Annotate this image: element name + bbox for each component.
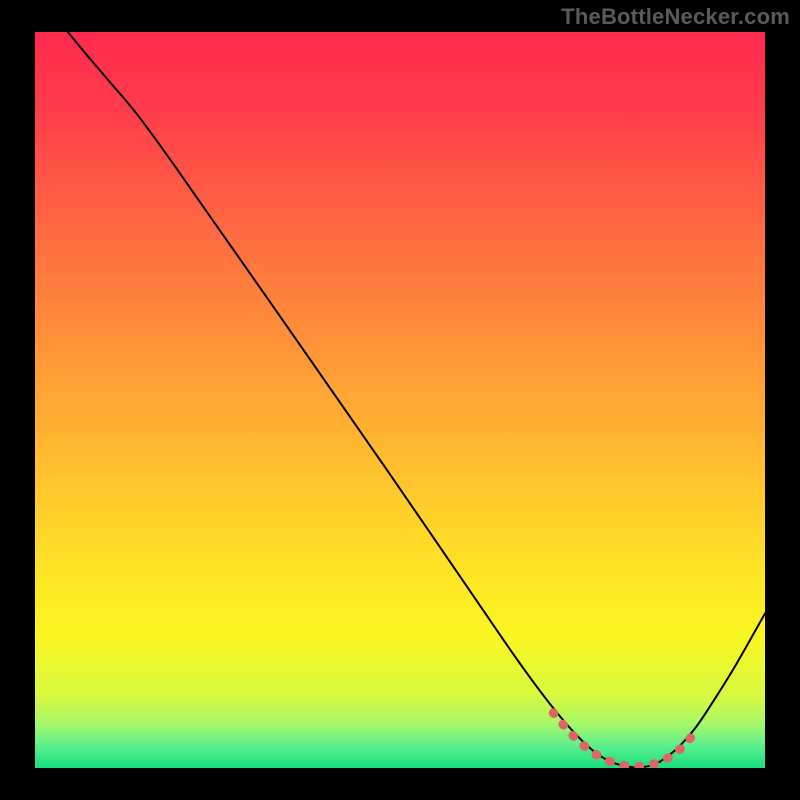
watermark-text: TheBottleNecker.com: [561, 4, 790, 30]
bottleneck-curve-plot: [35, 32, 765, 768]
bottleneck-main-curve: [68, 32, 765, 767]
bottleneck-optimal-range-highlight: [553, 713, 699, 767]
